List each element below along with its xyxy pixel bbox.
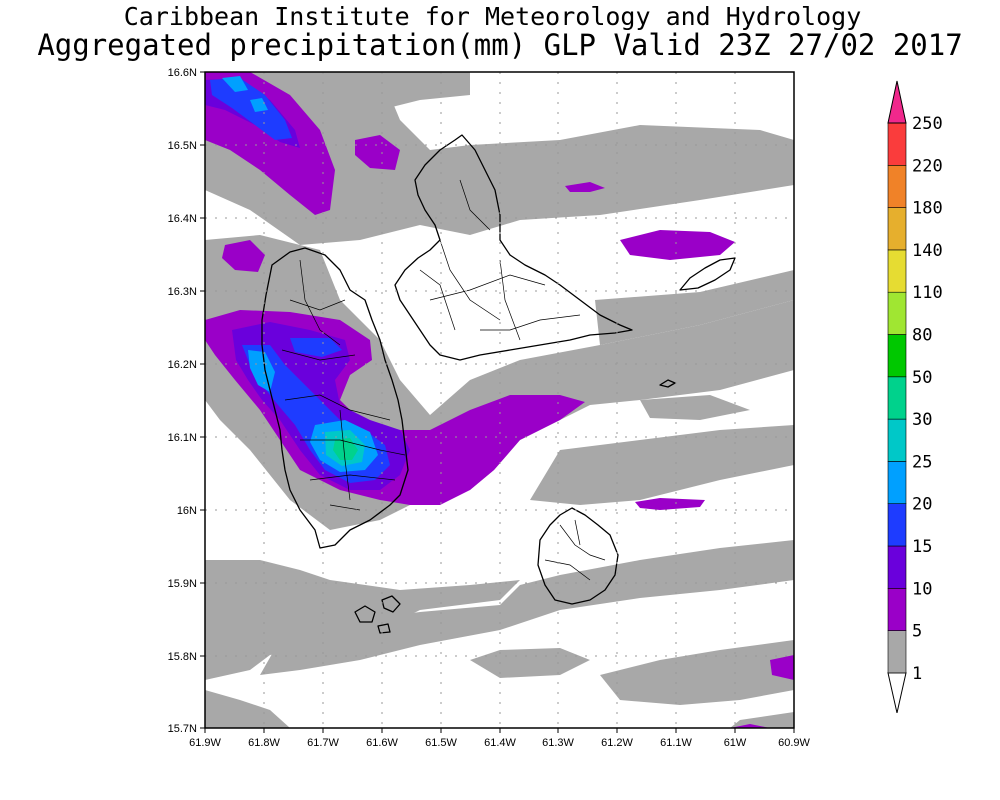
legend-level-label: 180 bbox=[912, 199, 943, 219]
graticule bbox=[205, 72, 794, 728]
coastlines bbox=[261, 134, 736, 634]
legend-level-label: 25 bbox=[912, 452, 932, 472]
les-saintes-islands bbox=[354, 595, 401, 634]
legend-level-label: 30 bbox=[912, 410, 932, 430]
lat-tick-label: 16.5N bbox=[168, 140, 197, 152]
map-title-institute: Caribbean Institute for Meteorology and … bbox=[123, 2, 862, 31]
legend-swatch bbox=[887, 376, 907, 420]
longitude-ticks bbox=[204, 728, 795, 733]
map-title-product: Aggregated precipitation(mm) GLP Valid 2… bbox=[37, 28, 963, 62]
marie-galante-island bbox=[537, 507, 619, 605]
legend-level-label: 220 bbox=[912, 156, 943, 176]
legend-swatch bbox=[887, 334, 907, 378]
longitude-axis: 61.9W 61.8W 61.7W 61.6W 61.5W 61.4W 61.3… bbox=[189, 737, 810, 749]
legend-swatch bbox=[887, 545, 907, 589]
lat-tick-label: 15.9N bbox=[168, 578, 197, 590]
lon-tick-label: 61.9W bbox=[189, 737, 221, 749]
latitude-ticks bbox=[200, 71, 205, 729]
legend-level-label: 15 bbox=[912, 537, 932, 557]
legend-swatch-bottom bbox=[887, 672, 907, 714]
lat-tick-label: 16.2N bbox=[168, 359, 197, 371]
legend-swatch bbox=[887, 587, 907, 631]
lon-tick-label: 61.2W bbox=[601, 737, 633, 749]
lon-tick-label: 61.4W bbox=[484, 737, 516, 749]
lat-tick-label: 16.4N bbox=[168, 213, 197, 225]
lon-tick-label: 61.3W bbox=[542, 737, 574, 749]
lon-tick-label: 61W bbox=[724, 737, 747, 749]
latitude-axis: 15.7N 15.8N 15.9N 16N 16.1N 16.2N 16.3N … bbox=[168, 67, 197, 735]
lon-tick-label: 61.6W bbox=[366, 737, 398, 749]
legend-level-label: 10 bbox=[912, 579, 932, 599]
commune-borders bbox=[281, 179, 606, 581]
basse-terre-island bbox=[261, 247, 409, 549]
petite-terre-island bbox=[659, 379, 676, 388]
legend-swatch bbox=[887, 207, 907, 251]
lon-tick-label: 61.8W bbox=[248, 737, 280, 749]
lat-tick-label: 16.6N bbox=[168, 67, 197, 79]
legend-level-label: 1 bbox=[912, 664, 922, 684]
legend-swatch bbox=[887, 291, 907, 335]
lat-tick-label: 16.1N bbox=[168, 432, 197, 444]
la-desirade-island bbox=[679, 257, 736, 291]
legend-level-label: 110 bbox=[912, 283, 943, 303]
lat-tick-label: 16N bbox=[177, 505, 197, 517]
legend-level-label: 5 bbox=[912, 622, 922, 642]
legend-swatch bbox=[887, 503, 907, 547]
legend-level-label: 250 bbox=[912, 114, 943, 134]
grande-terre-island bbox=[394, 134, 633, 361]
legend-level-label: 140 bbox=[912, 241, 943, 261]
legend-level-label: 50 bbox=[912, 368, 932, 388]
lon-tick-label: 61.1W bbox=[660, 737, 692, 749]
legend-swatch-top bbox=[887, 80, 907, 124]
legend-level-label: 20 bbox=[912, 495, 932, 515]
legend-level-label: 80 bbox=[912, 326, 932, 346]
lat-tick-label: 15.7N bbox=[168, 723, 197, 735]
lat-tick-label: 16.3N bbox=[168, 286, 197, 298]
legend-swatch bbox=[887, 461, 907, 504]
lon-tick-label: 60.9W bbox=[778, 737, 810, 749]
lon-tick-label: 61.7W bbox=[307, 737, 339, 749]
legend-swatch bbox=[887, 418, 907, 462]
lat-tick-label: 15.8N bbox=[168, 651, 197, 663]
precipitation-field bbox=[205, 72, 794, 728]
legend-swatch bbox=[887, 165, 907, 208]
lon-tick-label: 61.5W bbox=[425, 737, 457, 749]
legend-swatch bbox=[887, 630, 907, 674]
legend-swatch bbox=[887, 249, 907, 293]
legend-swatch bbox=[887, 122, 907, 166]
rain-band-30-50mm bbox=[333, 438, 358, 460]
